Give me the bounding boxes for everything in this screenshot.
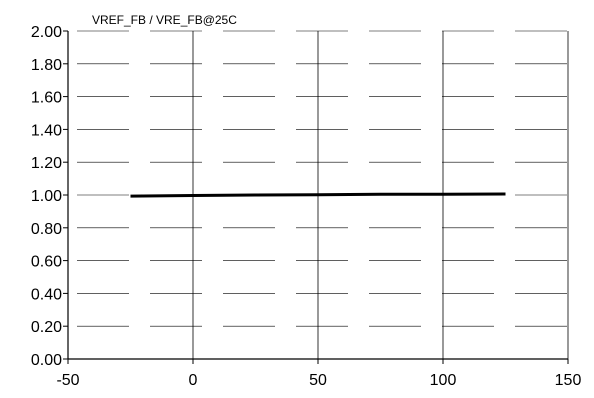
axes <box>63 30 569 364</box>
y-tick-label: 1.40 <box>31 122 62 139</box>
y-tick-label: 0.20 <box>31 319 62 336</box>
series-line <box>130 192 506 198</box>
y-tick-label: 0.80 <box>31 221 62 238</box>
x-tick-label: 150 <box>555 372 582 389</box>
y-tick-label: 1.00 <box>31 188 62 205</box>
series-layer <box>130 192 506 198</box>
x-tick-label: 0 <box>189 372 198 389</box>
x-tick-label: 100 <box>430 372 457 389</box>
y-tick-label: 2.00 <box>31 24 62 41</box>
x-tick-label: 50 <box>309 372 327 389</box>
tick-labels: 0.00 0.20 0.40 0.60 0.80 1.00 1.20 1.40 1.60 1.80… <box>31 24 582 389</box>
y-tick-label: 0.40 <box>31 286 62 303</box>
y-tick-label: 1.60 <box>31 90 62 107</box>
y-tick-label: 0.00 <box>31 352 62 369</box>
y-tick-label: 1.20 <box>31 155 62 172</box>
chart-title: VREF_FB / VRE_FB@25C <box>92 13 237 27</box>
y-tick-label: 0.60 <box>31 254 62 271</box>
y-tick-label: 1.80 <box>31 57 62 74</box>
x-tick-label: -50 <box>56 372 79 389</box>
